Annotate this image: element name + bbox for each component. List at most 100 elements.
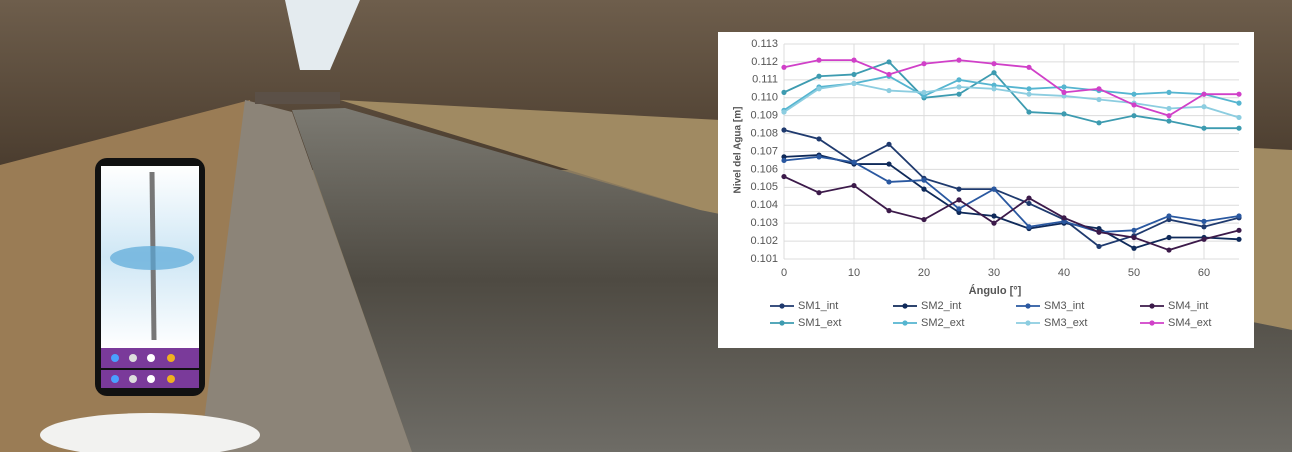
legend-marker	[1025, 303, 1031, 309]
point	[1026, 91, 1032, 97]
point	[1166, 89, 1172, 95]
point	[851, 182, 857, 189]
point	[1026, 86, 1032, 92]
point	[991, 61, 997, 67]
point	[1061, 93, 1067, 99]
point	[956, 57, 962, 63]
point	[1236, 236, 1242, 242]
point	[1131, 234, 1137, 241]
point	[781, 64, 787, 70]
x-tick-label: 50	[1128, 267, 1140, 279]
point	[1131, 227, 1137, 233]
point	[851, 80, 857, 87]
point	[1201, 91, 1207, 97]
point	[991, 86, 997, 92]
x-tick-label: 40	[1058, 267, 1070, 279]
legend-marker	[1025, 320, 1031, 326]
point	[1166, 216, 1172, 223]
point	[1201, 236, 1207, 242]
point	[1026, 200, 1032, 207]
point	[921, 89, 927, 95]
point	[1201, 104, 1207, 110]
series-line	[783, 175, 1240, 251]
series-line	[783, 155, 1240, 234]
point	[1236, 91, 1242, 97]
series-line	[783, 59, 1239, 117]
point	[991, 213, 997, 219]
point	[956, 186, 962, 192]
legend-label: SM3_int	[1044, 300, 1084, 312]
point	[1201, 218, 1207, 224]
x-axis-label: Ángulo [°]	[969, 284, 1022, 297]
point	[816, 57, 822, 63]
point	[1096, 229, 1102, 235]
point	[886, 59, 892, 65]
point	[1201, 224, 1207, 230]
legend-marker	[1149, 303, 1155, 309]
point	[1096, 120, 1102, 126]
point	[1131, 245, 1137, 251]
point	[886, 208, 892, 214]
point	[1166, 118, 1172, 124]
y-tick-label: 0.110	[751, 92, 778, 104]
point	[1096, 243, 1102, 250]
y-tick-label: 0.109	[750, 110, 778, 122]
point	[1096, 96, 1102, 103]
point	[1166, 113, 1172, 119]
point	[1026, 109, 1032, 115]
point	[1061, 218, 1067, 224]
point	[1131, 102, 1137, 108]
point	[956, 84, 962, 90]
point	[851, 159, 857, 165]
y-tick-label: 0.106	[750, 163, 778, 175]
point	[1026, 195, 1032, 201]
point	[1166, 213, 1172, 219]
point	[921, 93, 927, 99]
x-tick-label: 60	[1198, 267, 1210, 279]
y-axis-label: Nivel del Agua [m]	[733, 107, 744, 194]
point	[991, 220, 997, 226]
legend-label: SM1_ext	[798, 317, 841, 329]
point	[1061, 111, 1067, 117]
point	[781, 154, 787, 160]
point	[886, 141, 892, 147]
point	[956, 77, 962, 83]
point	[886, 87, 892, 94]
point	[991, 186, 997, 192]
y-tick-label: 0.103	[750, 217, 778, 229]
legend-marker	[902, 320, 908, 326]
point	[956, 206, 962, 212]
y-tick-label: 0.113	[751, 38, 778, 50]
series-line	[783, 129, 1240, 248]
series-line	[783, 154, 1240, 250]
point	[1236, 100, 1242, 106]
point	[1236, 227, 1242, 233]
legend-label: SM4_ext	[1168, 317, 1211, 329]
point	[1061, 215, 1067, 221]
point	[956, 209, 962, 216]
point	[1096, 225, 1102, 232]
point	[1026, 64, 1032, 70]
point	[1096, 86, 1102, 92]
y-tick-label: 0.108	[750, 127, 778, 139]
legend-label: SM2_int	[921, 300, 961, 312]
point	[816, 86, 822, 92]
point	[781, 173, 787, 180]
chart: Ángulo [°] Nivel del Agua [m] 0.101 0.102…	[733, 38, 1242, 329]
y-tick-label: 0.105	[750, 181, 778, 193]
point	[1131, 91, 1137, 97]
point	[956, 197, 962, 203]
point	[991, 82, 997, 88]
phone	[95, 158, 205, 396]
legend-label: SM1_int	[798, 300, 838, 312]
point	[851, 71, 857, 78]
point	[781, 157, 787, 164]
x-tick-label: 10	[848, 267, 860, 279]
point	[1026, 224, 1032, 230]
y-tick-label: 0.101	[750, 253, 778, 265]
point	[921, 216, 927, 223]
x-tick-label: 20	[918, 267, 930, 279]
point	[851, 57, 857, 63]
